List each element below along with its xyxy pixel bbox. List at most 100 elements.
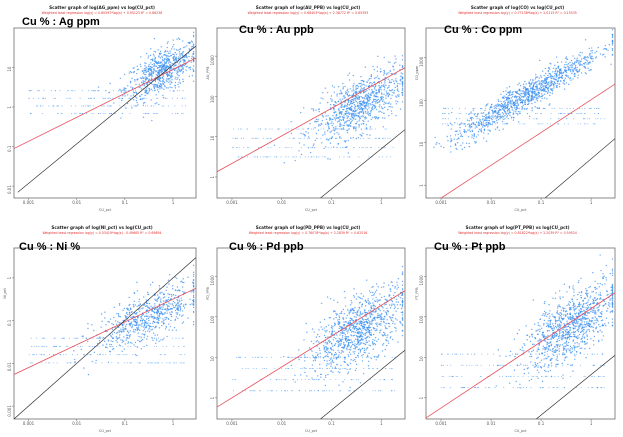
data-point bbox=[192, 294, 195, 297]
data-point bbox=[516, 90, 518, 93]
data-point bbox=[355, 113, 357, 115]
data-point bbox=[500, 116, 503, 118]
data-point bbox=[497, 113, 499, 115]
data-point bbox=[118, 302, 121, 305]
data-point bbox=[456, 138, 458, 141]
data-point bbox=[139, 308, 141, 310]
data-point bbox=[397, 301, 399, 303]
data-point bbox=[346, 90, 348, 92]
data-point bbox=[492, 113, 494, 115]
data-point bbox=[135, 319, 137, 321]
data-point bbox=[483, 129, 486, 131]
data-point bbox=[364, 305, 367, 307]
data-point bbox=[192, 306, 195, 309]
data-point bbox=[384, 348, 387, 351]
data-point bbox=[443, 146, 445, 149]
data-point bbox=[327, 124, 329, 126]
data-point bbox=[333, 103, 335, 106]
data-point bbox=[394, 73, 396, 76]
data-point bbox=[182, 67, 184, 69]
data-point bbox=[374, 95, 377, 98]
data-point bbox=[378, 101, 381, 103]
data-point bbox=[347, 124, 349, 126]
data-point bbox=[163, 337, 165, 339]
data-point bbox=[144, 305, 147, 308]
data-point bbox=[175, 76, 177, 79]
data-point bbox=[580, 63, 582, 66]
data-point bbox=[367, 113, 369, 115]
data-point bbox=[143, 315, 146, 318]
data-point bbox=[360, 137, 362, 139]
data-point bbox=[102, 336, 105, 339]
data-point bbox=[363, 108, 365, 110]
data-point bbox=[108, 105, 110, 107]
data-point bbox=[488, 123, 490, 125]
data-point bbox=[118, 322, 121, 324]
data-point bbox=[121, 339, 124, 341]
data-point bbox=[516, 107, 518, 110]
data-point bbox=[509, 90, 512, 92]
data-point bbox=[176, 70, 178, 72]
data-point bbox=[151, 66, 153, 69]
data-point bbox=[326, 341, 328, 344]
data-point bbox=[358, 323, 361, 325]
data-point bbox=[119, 334, 121, 336]
data-point bbox=[155, 317, 157, 319]
data-point bbox=[401, 90, 404, 92]
data-point bbox=[391, 338, 394, 341]
data-point bbox=[137, 325, 140, 327]
data-point bbox=[129, 334, 132, 336]
data-point bbox=[337, 100, 340, 103]
data-point bbox=[501, 115, 504, 117]
data-point bbox=[525, 94, 528, 96]
data-point bbox=[529, 88, 532, 90]
data-point bbox=[153, 112, 155, 115]
data-point bbox=[163, 105, 165, 107]
data-point bbox=[370, 109, 373, 112]
data-point bbox=[312, 354, 314, 357]
data-point bbox=[538, 83, 540, 85]
data-point bbox=[535, 98, 537, 100]
data-point bbox=[154, 80, 157, 83]
data-point bbox=[170, 72, 173, 75]
data-point bbox=[240, 137, 242, 139]
data-point bbox=[136, 101, 138, 104]
data-point bbox=[293, 156, 295, 158]
data-point bbox=[350, 345, 353, 347]
data-point bbox=[178, 314, 181, 316]
data-point bbox=[132, 331, 134, 333]
data-point bbox=[378, 89, 380, 91]
data-point bbox=[176, 90, 178, 92]
data-point bbox=[317, 389, 319, 392]
data-point bbox=[396, 80, 398, 83]
data-point bbox=[129, 303, 131, 306]
data-point bbox=[472, 107, 474, 110]
data-point bbox=[102, 97, 104, 99]
data-point bbox=[262, 156, 264, 158]
data-point bbox=[481, 119, 484, 121]
data-point bbox=[547, 76, 549, 79]
data-point bbox=[379, 86, 381, 88]
data-point bbox=[572, 55, 574, 57]
data-point bbox=[120, 117, 122, 119]
data-point bbox=[486, 104, 488, 106]
data-point bbox=[160, 46, 162, 48]
data-point bbox=[162, 59, 164, 61]
data-point bbox=[85, 112, 88, 115]
data-point bbox=[381, 107, 383, 110]
data-point bbox=[105, 346, 107, 349]
data-point bbox=[554, 70, 557, 72]
data-point bbox=[507, 104, 510, 106]
data-point bbox=[161, 362, 163, 364]
data-point bbox=[182, 321, 185, 323]
data-point bbox=[133, 324, 135, 326]
data-point bbox=[164, 316, 166, 319]
data-point bbox=[157, 337, 160, 339]
data-point bbox=[560, 61, 563, 63]
data-point bbox=[157, 297, 160, 300]
data-point bbox=[393, 307, 395, 310]
data-point bbox=[192, 65, 195, 67]
data-point bbox=[549, 94, 551, 97]
data-point bbox=[501, 118, 504, 120]
plot-frame bbox=[216, 27, 406, 199]
